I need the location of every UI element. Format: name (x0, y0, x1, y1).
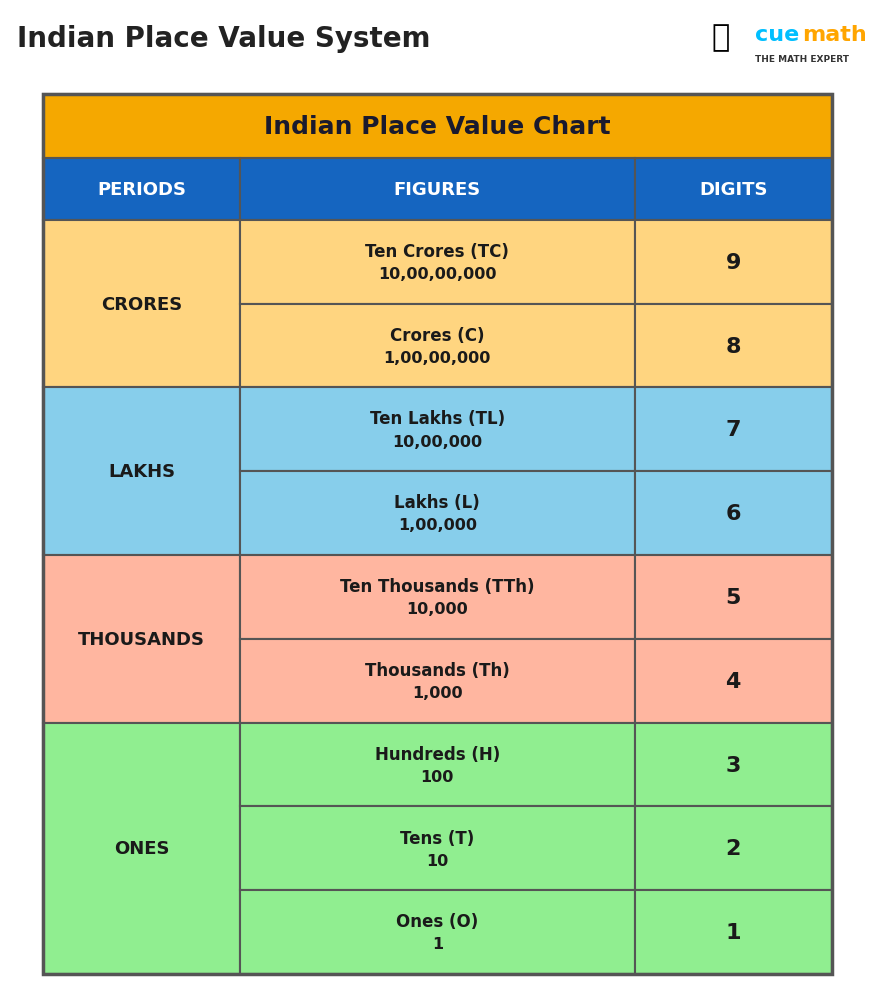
FancyBboxPatch shape (43, 221, 239, 388)
Text: ONES: ONES (114, 840, 169, 858)
Text: Lakhs (L): Lakhs (L) (394, 494, 480, 512)
FancyBboxPatch shape (634, 723, 831, 807)
FancyBboxPatch shape (239, 723, 634, 807)
Text: 1: 1 (724, 922, 740, 942)
Text: DIGITS: DIGITS (698, 181, 766, 199)
Text: 7: 7 (724, 420, 740, 440)
Text: Ten Thousands (TTh): Ten Thousands (TTh) (339, 578, 534, 595)
Text: Tens (T): Tens (T) (400, 829, 474, 847)
Text: 1: 1 (431, 936, 442, 951)
Text: 6: 6 (724, 504, 740, 524)
FancyBboxPatch shape (634, 556, 831, 639)
FancyBboxPatch shape (634, 472, 831, 556)
Text: 100: 100 (420, 769, 453, 784)
FancyBboxPatch shape (43, 556, 239, 723)
Text: 10,00,00,000: 10,00,00,000 (378, 266, 496, 281)
Text: 10,000: 10,000 (406, 601, 467, 616)
FancyBboxPatch shape (43, 94, 831, 159)
Text: 1,00,00,000: 1,00,00,000 (383, 351, 490, 366)
Text: Ten Lakhs (TL): Ten Lakhs (TL) (369, 411, 504, 428)
Text: 10: 10 (425, 853, 448, 868)
FancyBboxPatch shape (239, 807, 634, 891)
Text: Thousands (Th): Thousands (Th) (365, 661, 510, 679)
Text: 9: 9 (724, 252, 740, 272)
FancyBboxPatch shape (239, 472, 634, 556)
Text: Crores (C): Crores (C) (389, 326, 484, 344)
Text: FIGURES: FIGURES (393, 181, 481, 199)
FancyBboxPatch shape (43, 723, 239, 974)
FancyBboxPatch shape (634, 304, 831, 388)
FancyBboxPatch shape (239, 639, 634, 723)
FancyBboxPatch shape (239, 304, 634, 388)
Text: LAKHS: LAKHS (108, 463, 175, 481)
FancyBboxPatch shape (43, 159, 239, 221)
FancyBboxPatch shape (239, 556, 634, 639)
Text: math: math (801, 25, 866, 45)
Text: Indian Place Value System: Indian Place Value System (18, 25, 430, 53)
Text: Hundreds (H): Hundreds (H) (374, 745, 499, 763)
Text: Indian Place Value Chart: Indian Place Value Chart (264, 114, 610, 139)
Text: THE MATH EXPERT: THE MATH EXPERT (753, 55, 847, 64)
FancyBboxPatch shape (634, 807, 831, 891)
Text: 8: 8 (724, 336, 740, 356)
FancyBboxPatch shape (239, 891, 634, 974)
Text: Ten Crores (TC): Ten Crores (TC) (365, 243, 509, 260)
FancyBboxPatch shape (239, 388, 634, 472)
Text: 3: 3 (724, 754, 740, 774)
FancyBboxPatch shape (634, 221, 831, 304)
FancyBboxPatch shape (239, 159, 634, 221)
FancyBboxPatch shape (634, 891, 831, 974)
Text: 5: 5 (724, 587, 740, 607)
Text: 4: 4 (724, 671, 740, 691)
Text: 1,000: 1,000 (411, 685, 462, 701)
FancyBboxPatch shape (634, 388, 831, 472)
FancyBboxPatch shape (43, 388, 239, 556)
FancyBboxPatch shape (239, 221, 634, 304)
Text: 2: 2 (724, 839, 740, 859)
Text: 10,00,000: 10,00,000 (392, 434, 481, 449)
FancyBboxPatch shape (634, 639, 831, 723)
FancyBboxPatch shape (634, 159, 831, 221)
Text: CRORES: CRORES (101, 295, 182, 313)
Text: cue: cue (753, 25, 798, 45)
Text: THOUSANDS: THOUSANDS (78, 630, 204, 648)
Text: PERIODS: PERIODS (96, 181, 186, 199)
Text: 🚀: 🚀 (710, 23, 729, 53)
Text: Ones (O): Ones (O) (396, 912, 478, 930)
Text: 1,00,000: 1,00,000 (397, 518, 476, 533)
